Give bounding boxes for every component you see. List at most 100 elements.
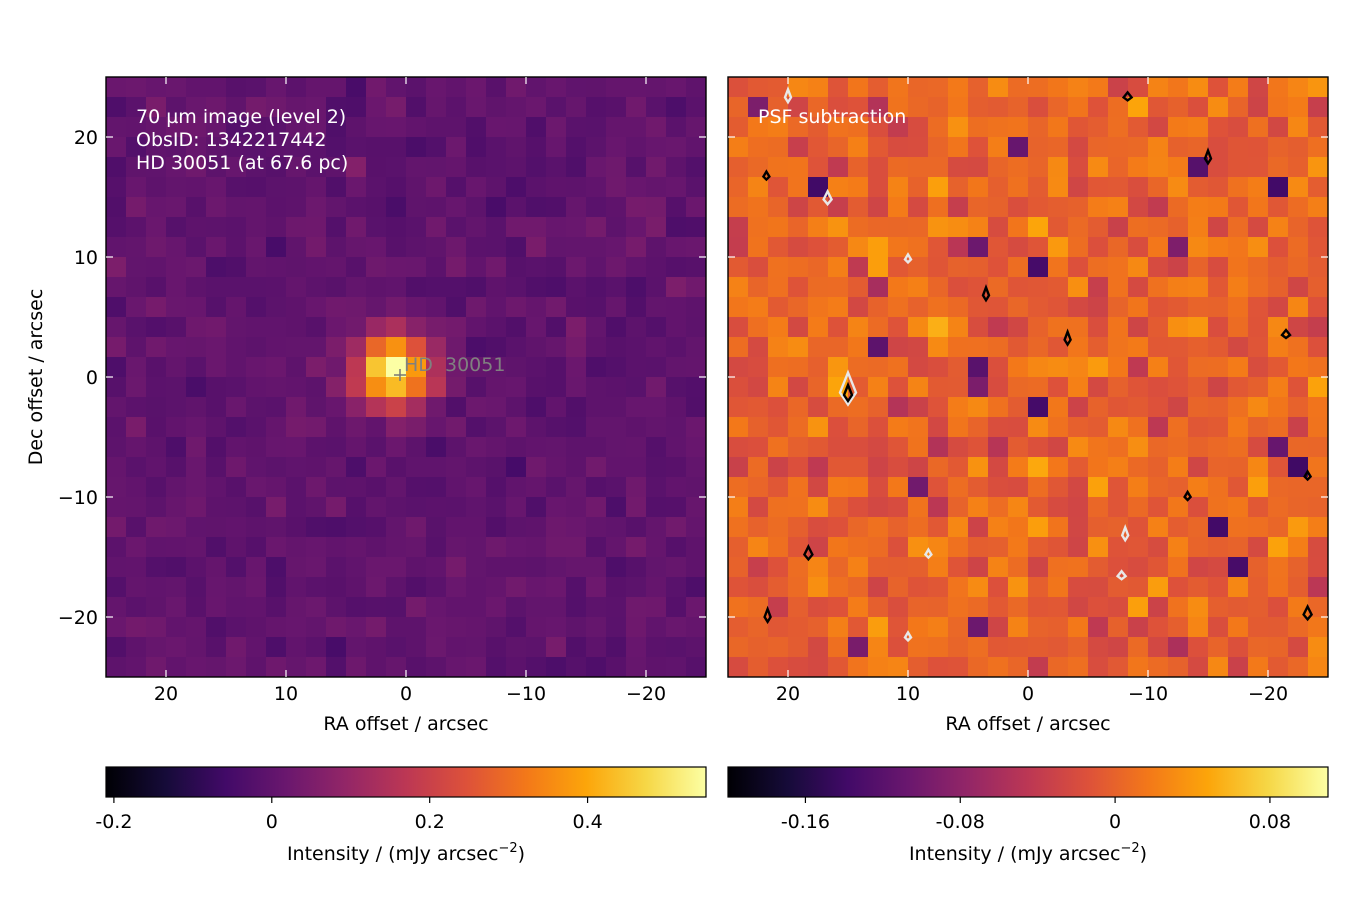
right-pixel [1168,517,1189,538]
left-pixel [586,457,607,478]
right-pixel [928,597,949,618]
left-pixel [666,217,687,238]
right-pixel [988,457,1009,478]
left-pixel [566,417,587,438]
right-pixel [1028,197,1049,218]
left-pixel [146,237,167,258]
right-pixel [1128,277,1149,298]
right-pixel [1128,357,1149,378]
left-pixel [406,277,427,298]
right-pixel [1228,97,1249,118]
right-pixel [1268,97,1289,118]
left-pixel [546,597,567,618]
left-pixel [326,637,347,658]
right-pixel [1008,437,1029,458]
right-pixel [748,597,769,618]
right-pixel [848,477,869,498]
right-pixel [908,137,929,158]
right-pixel [1168,157,1189,178]
right-pixel [1248,257,1269,278]
left-pixel [326,97,347,118]
left-pixel [586,197,607,218]
left-pixel [186,557,207,578]
left-pixel [666,197,687,218]
right-pixel [968,237,989,258]
left-pixel [246,97,267,118]
left-pixel [686,237,706,258]
right-pixel [1128,117,1149,138]
left-pixel [106,557,127,578]
right-pixel [1068,497,1089,518]
left-pixel [126,357,147,378]
y-tick-label: 20 [74,127,98,149]
left-pixel [326,477,347,498]
right-pixel [748,97,769,118]
right-pixel [1268,457,1289,478]
right-pixel [748,477,769,498]
right-pixel [768,597,789,618]
x-tick-label: 10 [274,683,298,705]
right-pixel [908,617,929,638]
right-pixel [1208,457,1229,478]
right-pixel [1248,457,1269,478]
left-pixel [226,117,247,138]
right-pixel [1188,517,1209,538]
left-pixel [246,177,267,198]
right-pixel [948,177,969,198]
right-pixel [728,97,749,118]
left-pixel [226,537,247,558]
left-pixel [306,217,327,238]
left-pixel [406,197,427,218]
right-pixel [868,477,889,498]
left-pixel [306,497,327,518]
left-pixel [226,357,247,378]
right-pixel [1148,217,1169,238]
left-pixel [446,497,467,518]
right-pixel [1168,317,1189,338]
right-pixel [1188,337,1209,358]
left-pixel [466,537,487,558]
left-pixel [646,197,667,218]
left-pixel [106,457,127,478]
right-pixel [1208,417,1229,438]
right-pixel [1128,137,1149,158]
right-pixel [768,377,789,398]
right-pixel [1088,597,1109,618]
right-pixel [888,557,909,578]
left-pixel [206,397,227,418]
left-pixel [186,657,207,677]
left-pixel [466,517,487,538]
left-pixel [526,537,547,558]
right-pixel [1028,637,1049,658]
right-pixel [1108,457,1129,478]
right-pixel [828,137,849,158]
right-pixel [948,297,969,318]
right-pixel [888,137,909,158]
right-pixel [1168,217,1189,238]
right-pixel [788,177,809,198]
right-pixel [1248,517,1269,538]
left-pixel [366,637,387,658]
left-pixel [126,517,147,538]
right-pixel [1208,177,1229,198]
left-pixel [466,317,487,338]
left-pixel [326,257,347,278]
left-pixel [526,257,547,278]
left-pixel [266,77,287,98]
right-pixel [1268,357,1289,378]
left-pixel [666,237,687,258]
right-pixel [928,577,949,598]
left-pixel [326,597,347,618]
left-pixel [566,117,587,138]
left-pixel [666,297,687,318]
right-pixel [768,357,789,378]
left-pixel [666,437,687,458]
left-pixel [626,137,647,158]
left-pixel [346,157,367,178]
left-pixel [306,197,327,218]
right-pixel [1108,117,1129,138]
left-pixel [486,357,507,378]
left-pixel [666,637,687,658]
left-pixel [586,337,607,358]
right-pixel [848,237,869,258]
